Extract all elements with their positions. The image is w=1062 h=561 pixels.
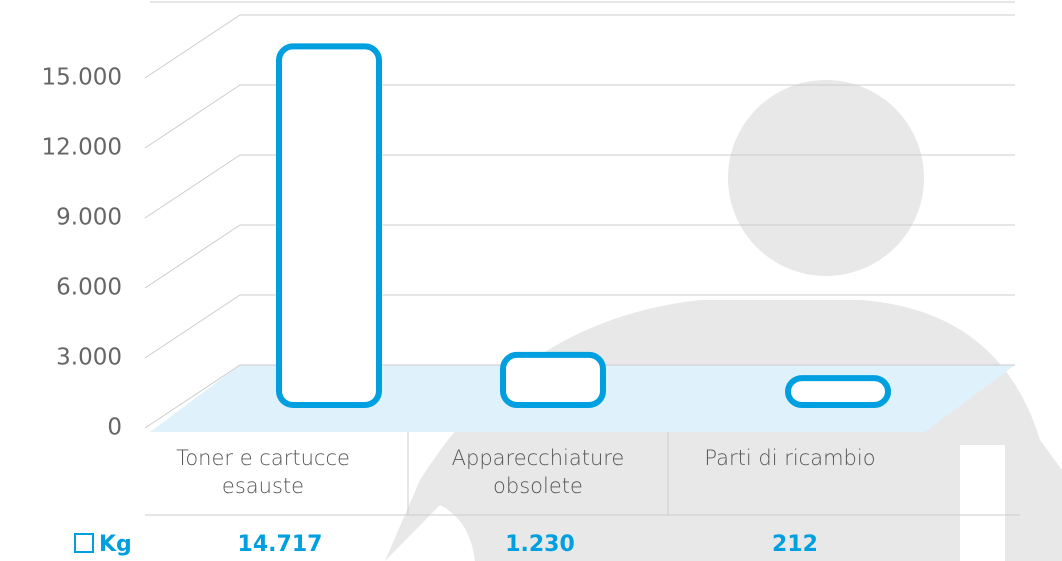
x-tick-label: Parti di ricambio xyxy=(665,444,915,472)
y-tick-label: 0 xyxy=(107,415,122,441)
y-tick-label: 15.000 xyxy=(42,65,122,91)
legend: Kg xyxy=(74,532,132,557)
legend-swatch xyxy=(74,533,94,553)
bar xyxy=(279,46,379,405)
data-label: 14.717 xyxy=(180,532,380,557)
data-label: 212 xyxy=(695,532,895,557)
grid-line xyxy=(145,295,240,358)
grid-line xyxy=(145,15,240,78)
bar xyxy=(503,355,603,405)
y-tick-label: 9.000 xyxy=(56,205,122,231)
x-tick-label: Apparecchiature obsolete xyxy=(413,444,663,500)
x-tick-label: Toner e cartucce esauste xyxy=(138,444,388,500)
grid-line xyxy=(145,155,240,218)
y-tick-label: 6.000 xyxy=(56,275,122,301)
legend-label: Kg xyxy=(99,532,132,557)
bar xyxy=(788,378,888,405)
grid-line xyxy=(145,225,240,288)
grid-line xyxy=(145,85,240,148)
y-tick-label: 12.000 xyxy=(42,135,122,161)
y-tick-label: 3.000 xyxy=(56,345,122,371)
chart: 0 3.000 6.000 9.000 12.000 15.000 Kg Toner e … xyxy=(0,0,1062,561)
data-label: 1.230 xyxy=(440,532,640,557)
